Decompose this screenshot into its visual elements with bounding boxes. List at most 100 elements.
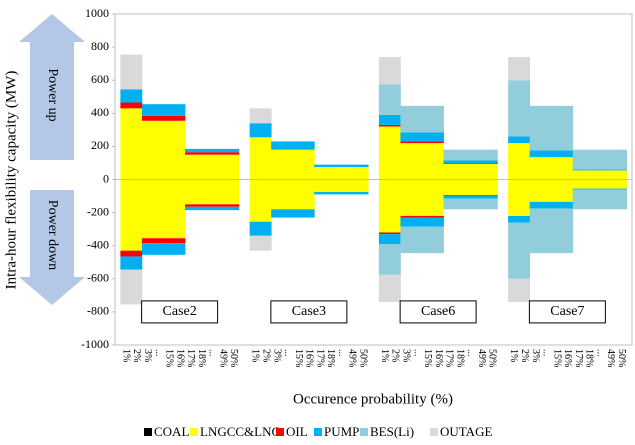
bar-segment [389, 57, 401, 85]
y-axis-title: Intra-hour flexibility capacity (MW) [3, 71, 19, 290]
x-tick-label: 1% [250, 349, 261, 362]
x-tick-label: 17% [444, 349, 455, 367]
bar-segment [152, 104, 164, 116]
bar-segment [432, 217, 444, 227]
x-tick-label: 2% [519, 349, 530, 362]
bar-segment [185, 152, 197, 155]
x-tick-label: 16% [304, 349, 315, 367]
y-tick-label: 200 [91, 138, 109, 152]
bar-segment [486, 196, 498, 199]
bar-segment [152, 238, 164, 244]
bar-segment [615, 149, 628, 170]
bar-segment [486, 195, 498, 197]
bar-segment [174, 179, 186, 239]
bar-segment [465, 163, 477, 180]
bar-segment [346, 167, 358, 180]
bar-segment [378, 57, 391, 85]
bar-segment [508, 57, 520, 81]
bar-segment [303, 141, 315, 150]
bar-segment [475, 160, 487, 163]
bar-segment [465, 149, 477, 161]
bar-segment [465, 196, 477, 199]
bar-segment [141, 115, 154, 121]
bar-segment [378, 244, 391, 275]
case-label: Case7 [550, 304, 584, 319]
bar-segment [486, 162, 498, 164]
bar-segment [281, 149, 294, 180]
bar-segment [508, 179, 520, 216]
bar-segment [486, 149, 498, 161]
bar-segment [411, 215, 423, 218]
bar-segment [271, 179, 283, 210]
bar-segment [411, 132, 423, 142]
case-label: Case3 [292, 304, 326, 319]
bar-segment [529, 201, 541, 209]
legend-label: LNGCC&LNG [200, 424, 281, 439]
bar-segment [389, 234, 401, 245]
bar-segment [346, 164, 358, 168]
bar-segment [120, 108, 132, 180]
bar-segment [217, 152, 229, 155]
bar-segment [163, 120, 175, 180]
y-tick-label: -600 [87, 271, 109, 285]
bar-segment [443, 179, 455, 196]
bar-segment [572, 169, 584, 171]
bar-segment [594, 189, 606, 210]
bar-segment [551, 179, 563, 202]
bar-segment [249, 123, 261, 138]
bar-segment [443, 149, 455, 161]
up-arrow [19, 14, 85, 160]
bar-segment [195, 154, 207, 180]
bar-segment [518, 179, 531, 216]
bar-segment [421, 215, 434, 218]
bar-segment [583, 149, 595, 170]
bar-segment [486, 198, 498, 210]
bar-segment [260, 108, 272, 124]
bar-segment [508, 143, 520, 180]
x-tick-label: ... [465, 349, 476, 357]
x-tick-label: 18% [584, 349, 595, 367]
x-tick-label: 18% [196, 349, 207, 367]
bar-segment [454, 162, 466, 164]
bar-segment [195, 206, 207, 211]
bar-segment [378, 234, 391, 245]
bar-segment [508, 278, 520, 302]
x-tick-label: 1% [508, 349, 519, 362]
x-tick-label: 49% [476, 349, 487, 367]
legend-label: BES(Li) [370, 424, 414, 439]
bar-segment [432, 179, 444, 216]
bar-segment [185, 204, 197, 207]
case-box [399, 300, 477, 324]
bar-segment [443, 160, 455, 163]
x-axis-title: Occurence probability (%) [293, 391, 453, 407]
bar-segment [260, 137, 272, 180]
bar-segment [249, 179, 261, 222]
bar-segment [152, 115, 164, 121]
bar-segment [400, 179, 412, 216]
x-tick-label: 49% [605, 349, 616, 367]
x-tick-label: ... [207, 349, 218, 357]
bar-segment [314, 167, 326, 180]
bar-segment [131, 179, 143, 251]
bar-segment [529, 157, 541, 180]
bar-segment [357, 164, 369, 168]
bar-segment [195, 152, 207, 155]
bar-segment [389, 179, 401, 233]
down-arrow [19, 190, 85, 305]
bar-segment [561, 208, 574, 254]
bar-segment [421, 226, 434, 254]
legend-label: OUTAGE [440, 424, 492, 439]
bar-segment [206, 179, 218, 205]
bar-segment [389, 232, 401, 235]
bar-segment [131, 250, 143, 257]
bar-segment [475, 196, 487, 199]
bar-segment [605, 149, 617, 170]
bar-segment [389, 274, 401, 302]
x-tick-label: 17% [573, 349, 584, 367]
x-tick-label: 18% [454, 349, 465, 367]
legend-label: COAL [154, 424, 189, 439]
x-tick-label: 49% [217, 349, 228, 367]
bar-segment [131, 108, 143, 180]
y-tick-label: 1000 [85, 6, 109, 20]
bar-segment [400, 226, 412, 254]
